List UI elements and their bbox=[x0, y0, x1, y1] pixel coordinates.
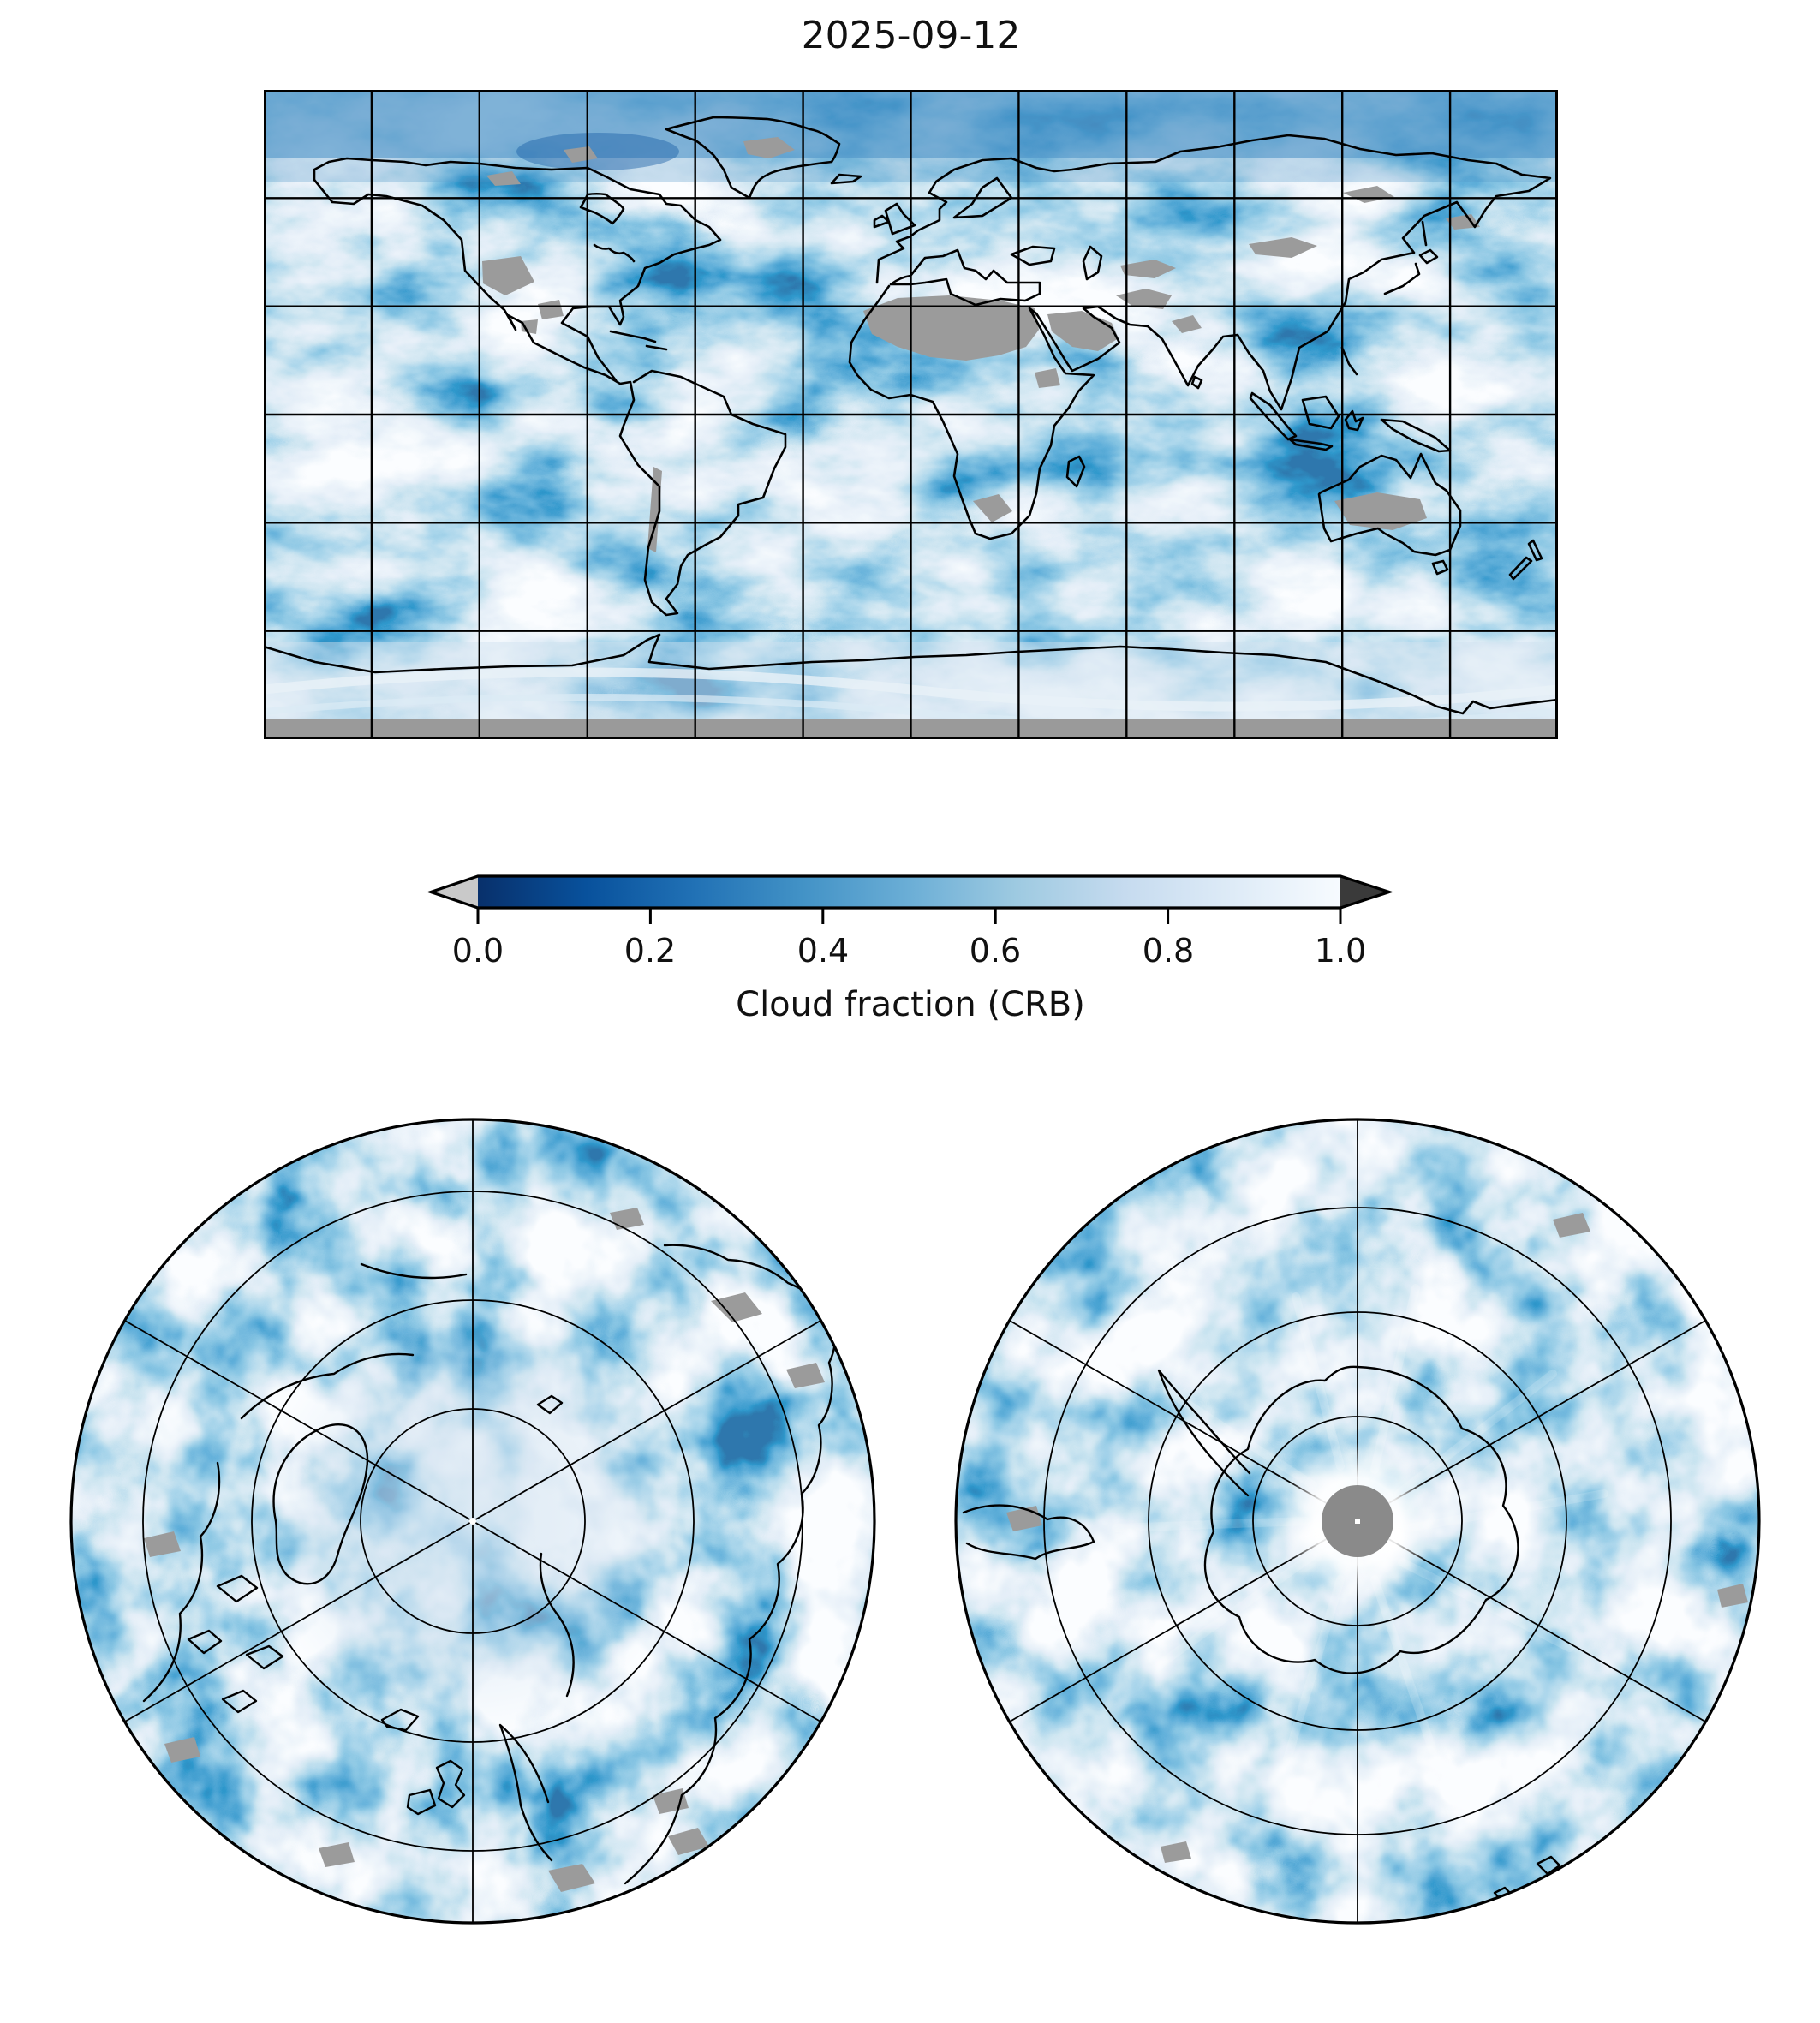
colorbar-tick-label: 0.6 bbox=[969, 932, 1022, 970]
global-map-panel bbox=[264, 90, 1558, 739]
graticule-gridlines bbox=[264, 90, 1558, 739]
north-polar-rim bbox=[69, 1118, 876, 1925]
colorbar-gradient-bar bbox=[478, 876, 1340, 908]
colorbar bbox=[426, 874, 1394, 924]
north-pole-dot bbox=[469, 1518, 476, 1525]
colorbar-under-arrow bbox=[431, 876, 478, 908]
south-pole-dot bbox=[1355, 1519, 1360, 1524]
colorbar-tick-label: 0.0 bbox=[451, 932, 504, 970]
south-coastlines bbox=[962, 1365, 1561, 1903]
no-data-patches bbox=[482, 137, 1480, 552]
colorbar-tick-label: 0.4 bbox=[797, 932, 850, 970]
figure-title: 2025-09-12 bbox=[801, 14, 1021, 57]
north-polar-panel bbox=[69, 1118, 876, 1925]
colorbar-tick-label: 0.2 bbox=[624, 932, 677, 970]
north-no-data-patches bbox=[144, 1208, 825, 1892]
map-border bbox=[264, 90, 1558, 739]
south-swath-streaks bbox=[1112, 1284, 1608, 1763]
colorbar-over-arrow bbox=[1340, 876, 1389, 908]
south-polar-panel bbox=[954, 1118, 1761, 1925]
colorbar-tick-label: 1.0 bbox=[1314, 932, 1367, 970]
colorbar-tick-label: 0.8 bbox=[1142, 932, 1195, 970]
colorbar-axis-label: Cloud fraction (CRB) bbox=[736, 985, 1085, 1024]
south-polar-rim bbox=[954, 1118, 1761, 1925]
colorbar-tick-marks bbox=[476, 908, 1342, 924]
